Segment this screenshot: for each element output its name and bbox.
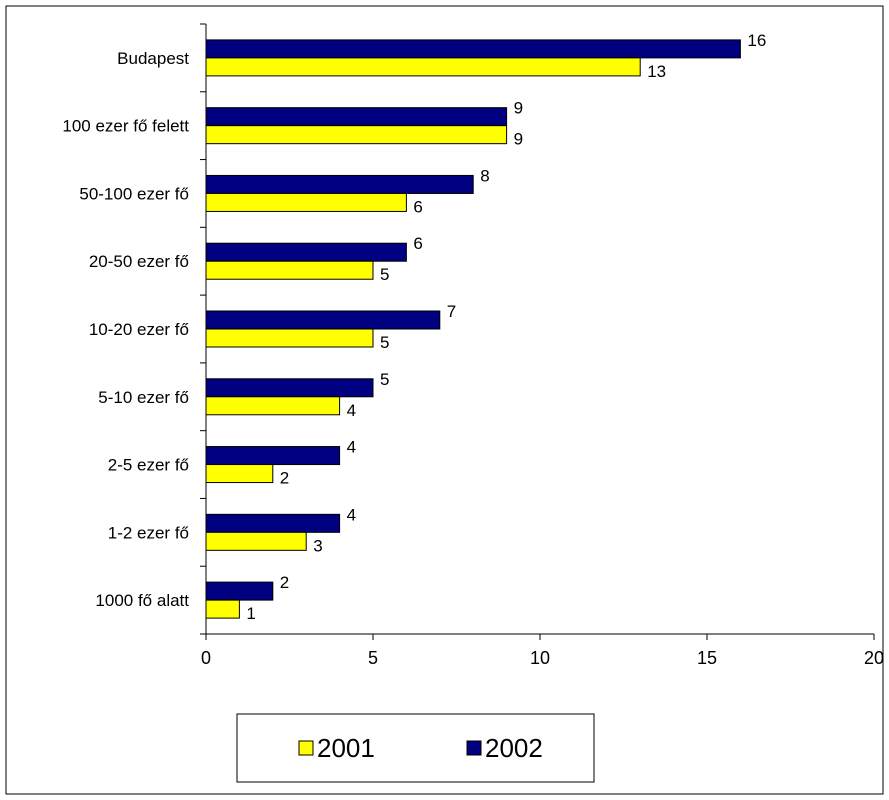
data-label-2001-1-2-ezer-f: 3	[313, 536, 322, 555]
bar-2002-100-ezer-f-felett	[205, 107, 508, 127]
data-label-2001-5-10-ezer-f: 4	[347, 401, 356, 420]
x-tick-label-15: 15	[697, 648, 717, 668]
legend: 2001 2002	[236, 713, 595, 783]
bar-2001-1-2-ezer-f	[205, 531, 307, 551]
bar-2001-10-20-ezer-f	[205, 328, 374, 348]
data-label-2002-100-ezer-f-felett: 9	[514, 99, 523, 118]
legend-swatch-2001	[298, 740, 314, 756]
bar-2002-budapest	[205, 39, 741, 59]
data-label-2002-2-5-ezer-f: 4	[347, 438, 356, 457]
legend-label-2001: 2001	[317, 733, 375, 763]
bar-2002-50-100-ezer-f	[205, 174, 474, 194]
bar-2002-1000-f-alatt	[205, 581, 274, 601]
legend-label-2002: 2002	[485, 733, 543, 763]
legend-swatch-2002	[466, 740, 482, 756]
category-label-10-20-ezer-f: 10-20 ezer fő	[89, 320, 189, 339]
bar-2001-budapest	[205, 57, 641, 77]
category-label-5-10-ezer-f: 5-10 ezer fő	[98, 388, 189, 407]
data-label-2001-1000-f-alatt: 1	[246, 604, 255, 623]
bar-2002-5-10-ezer-f	[205, 378, 374, 398]
data-label-2002-budapest: 16	[747, 31, 766, 50]
bar-2002-10-20-ezer-f	[205, 310, 441, 330]
data-label-2001-100-ezer-f-felett: 9	[514, 130, 523, 149]
data-label-2002-5-10-ezer-f: 5	[380, 370, 389, 389]
data-label-2002-50-100-ezer-f: 8	[480, 166, 489, 185]
data-label-2002-1-2-ezer-f: 4	[347, 505, 356, 524]
data-label-2001-budapest: 13	[647, 62, 666, 81]
category-label-2-5-ezer-f: 2-5 ezer fő	[108, 456, 189, 475]
category-label-budapest: Budapest	[117, 49, 189, 68]
data-label-2001-10-20-ezer-f: 5	[380, 333, 389, 352]
bars-layer	[205, 39, 741, 619]
bar-2002-1-2-ezer-f	[205, 513, 341, 533]
data-label-2002-1000-f-alatt: 2	[280, 573, 289, 592]
category-label-100-ezer-f-felett: 100 ezer fő felett	[62, 117, 189, 136]
data-label-2002-10-20-ezer-f: 7	[447, 302, 456, 321]
bar-2001-50-100-ezer-f	[205, 192, 407, 212]
bar-2001-5-10-ezer-f	[205, 396, 341, 416]
bar-2002-20-50-ezer-f	[205, 242, 407, 262]
data-label-2002-20-50-ezer-f: 6	[413, 234, 422, 253]
bar-2002-2-5-ezer-f	[205, 446, 341, 466]
category-label-1000-f-alatt: 1000 fő alatt	[95, 591, 189, 610]
bar-2001-20-50-ezer-f	[205, 260, 374, 280]
bar-2001-2-5-ezer-f	[205, 464, 274, 484]
data-label-2001-2-5-ezer-f: 2	[280, 469, 289, 488]
category-label-1-2-ezer-f: 1-2 ezer fő	[108, 523, 189, 542]
x-tick-label-5: 5	[368, 648, 378, 668]
x-tick-label-10: 10	[530, 648, 550, 668]
x-tick-label-20: 20	[864, 648, 884, 668]
bar-2001-100-ezer-f-felett	[205, 125, 508, 145]
axes-layer	[200, 23, 875, 640]
data-label-2001-50-100-ezer-f: 6	[413, 197, 422, 216]
category-label-20-50-ezer-f: 20-50 ezer fő	[89, 252, 189, 271]
x-tick-label-0: 0	[201, 648, 211, 668]
category-label-50-100-ezer-f: 50-100 ezer fő	[79, 184, 189, 203]
bar-2001-1000-f-alatt	[205, 599, 240, 619]
data-label-2001-20-50-ezer-f: 5	[380, 265, 389, 284]
legend-box	[236, 713, 595, 783]
